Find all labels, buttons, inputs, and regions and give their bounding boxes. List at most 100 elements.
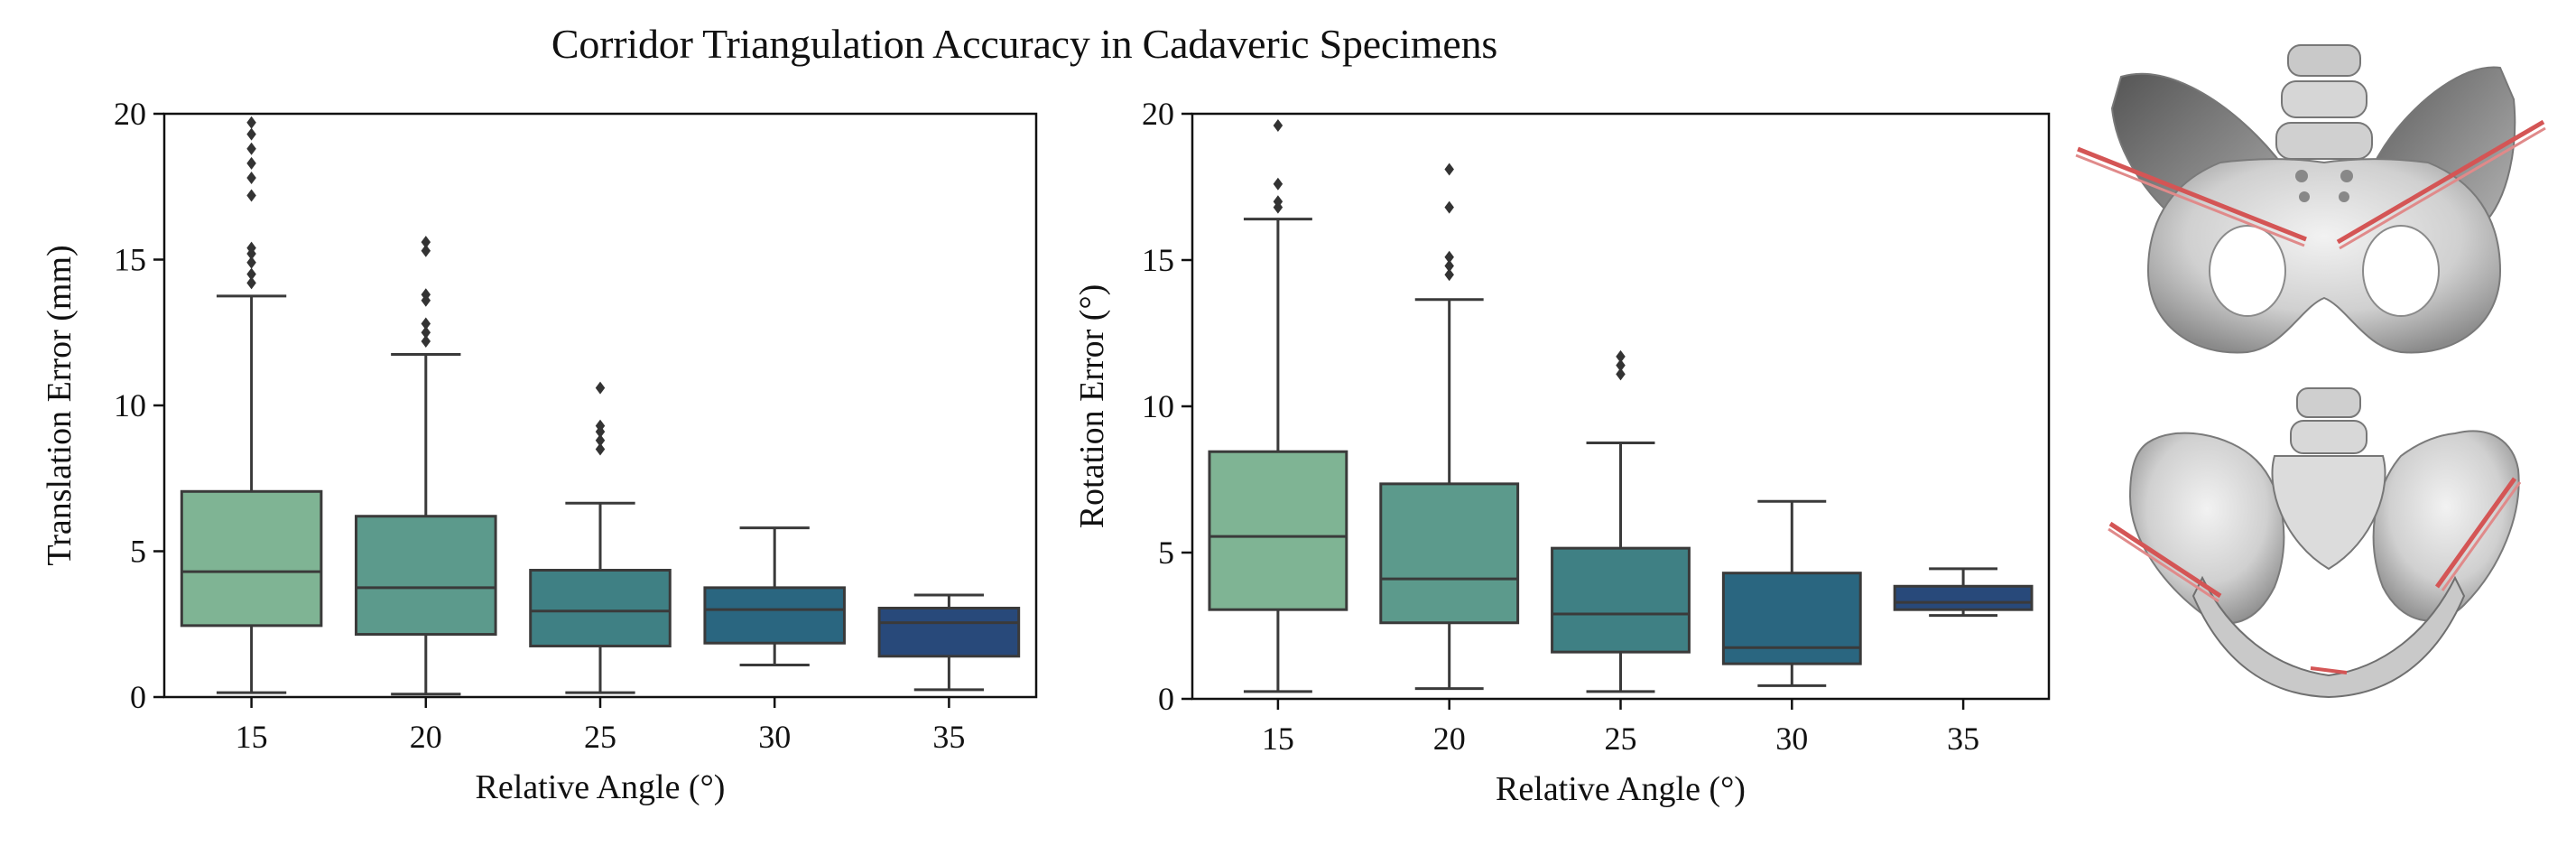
x-axis-label: Relative Angle (°) [476,768,726,806]
x-tick-label: 30 [758,719,791,755]
pelvis-top-view [2075,44,2546,354]
outlier-point [246,127,256,141]
outlier-point [1273,195,1283,209]
box-group-25 [529,381,672,694]
lumbar-vertebra [2287,44,2361,77]
outlier-point [246,142,256,155]
obturator-foramen [2209,225,2286,317]
outlier-point [1616,358,1626,372]
box-iqr [1379,482,1520,625]
obturator-foramen [2362,225,2440,317]
box-iqr [877,606,1021,658]
outlier-point [246,256,256,269]
y-axis-label: Translation Error (mm) [41,245,79,565]
guide-wire [2077,146,2307,242]
box-group-35 [1893,567,2034,618]
y-tick-label: 15 [1142,242,1174,278]
x-tick-label: 35 [1947,721,1979,757]
outlier-point [246,267,256,281]
outlier-point [1273,177,1283,191]
lumbar-vertebra [2290,420,2368,454]
box-group-30 [703,526,846,666]
outlier-point [595,442,606,456]
x-tick-label: 15 [1262,721,1294,757]
outlier-point [421,288,431,302]
outlier-point [595,419,606,432]
outlier-point [1444,200,1454,214]
pelvis-bottom-view [2108,387,2522,699]
sacral-foramen [2339,191,2349,202]
chart-1: 0 5 10 15 20 15 20 25 30 35 Relative Angle (°) Tran… [41,96,1038,806]
y-tick-label: 0 [1158,681,1174,717]
box-group-15 [1208,118,1348,693]
lumbar-vertebra [2296,387,2361,418]
guide-wire [2434,477,2517,589]
guide-wire [2336,119,2545,245]
y-tick-label: 20 [1142,96,1174,132]
x-tick-label: 15 [236,719,268,755]
guide-wire [2310,666,2348,674]
box-iqr [180,489,323,628]
y-tick-label: 10 [114,387,146,423]
pelvic-brim [2191,575,2466,699]
guide-wire [2108,527,2219,603]
outlier-point [246,276,256,290]
pelvic-ring [2146,158,2502,354]
outlier-point [1444,250,1454,264]
box-group-35 [877,593,1021,692]
sacral-foramen [2340,170,2353,182]
box-group-25 [1551,349,1691,693]
outlier-point [1616,367,1626,381]
y-tick-label: 5 [130,534,146,570]
sacrum [2271,455,2386,571]
x-tick-label: 25 [1605,721,1637,757]
box-group-20 [355,236,497,696]
y-tick-label: 20 [114,96,146,132]
outlier-point [421,326,431,339]
outlier-point [1444,163,1454,176]
y-tick-label: 5 [1158,535,1174,571]
x-tick-label: 35 [932,719,965,755]
box-iqr [1208,450,1348,611]
box-group-20 [1379,163,1520,691]
y-tick-label: 0 [130,679,146,715]
figure-title: Corridor Triangulation Accuracy in Cadav… [551,21,1498,67]
x-tick-label: 25 [584,719,616,755]
guide-wire [2108,521,2222,599]
outlier-point [421,317,431,330]
x-tick-label: 20 [410,719,442,755]
outlier-point [246,241,256,255]
outlier-point [246,116,256,129]
sacral-foramen [2299,191,2310,202]
guide-wire [2075,153,2305,247]
lumbar-vertebra [2275,122,2373,160]
outlier-point [1444,268,1454,282]
lumbar-vertebra [2281,80,2368,118]
guide-wire [2339,126,2546,250]
box-iqr [1893,584,2034,611]
y-tick-label: 10 [1142,388,1174,424]
box-iqr [1551,546,1691,654]
chart-2: 0 5 10 15 20 15 20 25 30 35 Relative Angle (°) Rota… [1073,96,2051,808]
outlier-point [246,172,256,185]
outlier-point [1273,118,1283,132]
outlier-point [595,433,606,447]
box-iqr [529,568,672,647]
outlier-point [1616,349,1626,363]
x-axis-label: Relative Angle (°) [1496,770,1746,808]
x-tick-label: 20 [1433,721,1466,757]
outlier-point [421,236,431,249]
outlier-point [246,189,256,202]
left-ilium [2128,432,2285,624]
y-tick-label: 15 [114,242,146,278]
outlier-point [421,244,431,257]
right-ilium [2372,430,2520,622]
outlier-point [1444,259,1454,273]
outlier-point [246,156,256,170]
box-group-30 [1721,499,1862,687]
box-group-15 [180,116,323,694]
box-iqr [703,586,846,645]
y-axis-label: Rotation Error (°) [1073,284,1111,529]
